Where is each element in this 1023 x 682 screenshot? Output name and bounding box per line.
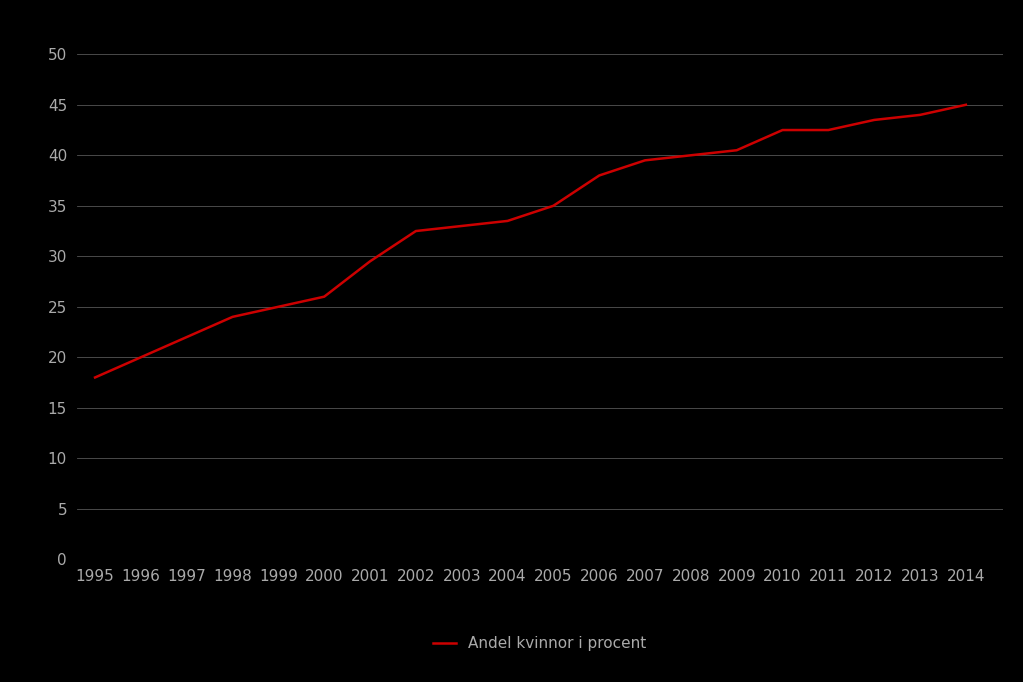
Legend: Andel kvinnor i procent: Andel kvinnor i procent bbox=[427, 630, 653, 657]
